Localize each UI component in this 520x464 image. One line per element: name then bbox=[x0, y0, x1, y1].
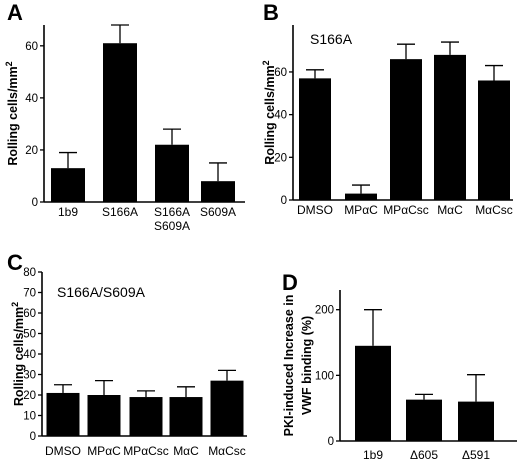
bar bbox=[299, 78, 331, 200]
x-tick-label: Δ591 bbox=[462, 448, 490, 462]
bar bbox=[169, 397, 203, 436]
x-tick-label: 1b9 bbox=[363, 448, 383, 462]
x-tick-label: S166A bbox=[102, 205, 138, 219]
x-tick-label: S166A S609A bbox=[154, 205, 190, 233]
y-tick-label: 40 bbox=[23, 349, 36, 361]
x-tick-label: 1b9 bbox=[58, 205, 78, 219]
bar bbox=[155, 144, 189, 202]
bar bbox=[201, 181, 235, 202]
bar bbox=[390, 59, 422, 200]
y-tick-label: 20 bbox=[23, 390, 36, 402]
bar bbox=[46, 392, 80, 436]
bar bbox=[434, 54, 466, 200]
x-tick-label: MαCsc bbox=[475, 203, 513, 217]
panel-letter: C bbox=[7, 250, 23, 275]
y-tick-label: 60 bbox=[23, 308, 36, 320]
y-tick-label: 0 bbox=[32, 197, 38, 209]
bar bbox=[478, 80, 510, 200]
y-axis-label: Rolling cells/mm2 bbox=[10, 302, 26, 406]
panel-A: A 0 20 40 60 1b9 S166A S166A S609A S609A Rolling c… bbox=[4, 0, 245, 233]
y-tick-label: 60 bbox=[25, 41, 38, 53]
bar bbox=[345, 193, 377, 200]
y-axis-label: Rolling cells/mm2 bbox=[4, 61, 20, 165]
bar bbox=[458, 401, 494, 441]
y-tick-label: 70 bbox=[23, 288, 36, 300]
bar bbox=[87, 395, 121, 436]
x-tick-label: DMSO bbox=[297, 203, 333, 217]
y-tick-label: 30 bbox=[23, 370, 36, 382]
panel-C: C 0 10 20 30 40 50 60 70 80 DMSO MPαC MPαCsc MαC MαCsc… bbox=[7, 250, 247, 458]
x-tick-label: Δ605 bbox=[410, 448, 438, 462]
bar bbox=[103, 43, 137, 203]
panel-annotation: S166A/S609A bbox=[57, 284, 146, 300]
y-tick-label: 80 bbox=[23, 267, 36, 279]
y-tick-label: 0 bbox=[328, 436, 334, 448]
bar bbox=[129, 397, 163, 436]
y-tick-label: 100 bbox=[315, 370, 334, 382]
x-tick-label: MPαCsc bbox=[383, 203, 429, 217]
x-tick-label: DMSO bbox=[45, 444, 81, 458]
y-tick-label: 60 bbox=[274, 67, 287, 79]
y-tick-label: 0 bbox=[281, 195, 287, 207]
bar bbox=[355, 345, 391, 441]
panel-D: D 0 100 200 1b9 Δ605 Δ591 PKI-induced Increase … bbox=[282, 270, 517, 462]
panel-B: B 0 20 40 60 DMSO MPαC MPαCsc MαC MαCsc S166A Rolli… bbox=[261, 0, 513, 217]
y-axis-label: VWF binding (%) bbox=[300, 316, 314, 415]
y-axis-label: PKI-induced Increase in bbox=[282, 295, 296, 437]
x-tick-label: MαC bbox=[173, 444, 199, 458]
bar bbox=[210, 380, 244, 436]
x-tick-label: MαC bbox=[437, 203, 463, 217]
panel-annotation: S166A bbox=[310, 31, 353, 47]
x-tick-label: MPαC bbox=[87, 444, 121, 458]
y-tick-label: 40 bbox=[25, 93, 38, 105]
y-tick-label: 200 bbox=[315, 305, 334, 317]
panel-letter: A bbox=[7, 0, 23, 25]
y-tick-label: 20 bbox=[274, 152, 287, 164]
x-tick-label: MαCsc bbox=[208, 444, 246, 458]
y-tick-label: 50 bbox=[23, 329, 36, 341]
y-tick-label: 0 bbox=[30, 431, 36, 443]
bar bbox=[406, 399, 442, 441]
bar bbox=[51, 168, 85, 202]
y-axis-label: Rolling cells/mm2 bbox=[261, 60, 277, 164]
panel-letter: B bbox=[263, 0, 279, 25]
y-tick-label: 10 bbox=[23, 411, 36, 423]
y-tick-label: 20 bbox=[25, 145, 38, 157]
y-tick-label: 40 bbox=[274, 110, 287, 122]
x-tick-label: S609A bbox=[200, 205, 236, 219]
panel-letter: D bbox=[282, 270, 298, 295]
x-tick-label: MPαCsc bbox=[123, 444, 169, 458]
x-tick-label: MPαC bbox=[344, 203, 378, 217]
